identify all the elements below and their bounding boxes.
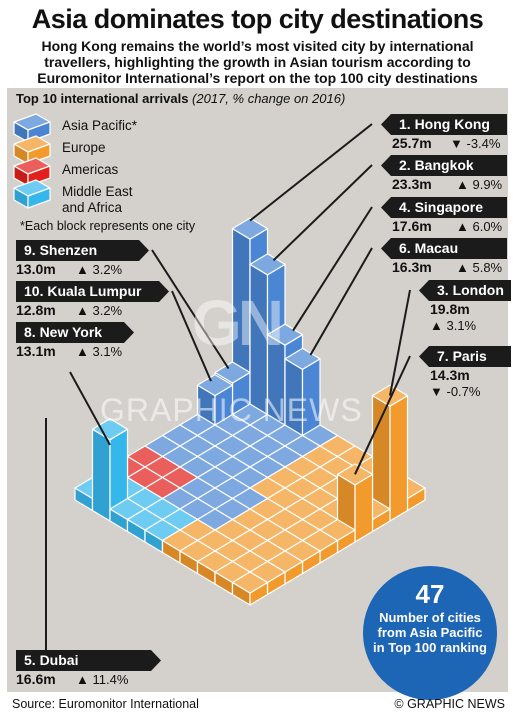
change-up-icon: ▲ [76,344,93,359]
leader-hong-kong [249,123,373,222]
tower-kuala-lumpur-top-face [196,374,234,397]
callout-number: 47 [415,579,445,609]
credit-note: © GRAPHIC NEWS [394,697,505,711]
tower-hong-kong-top-face [231,217,269,240]
value-macau: 16.3m [392,259,432,275]
tower-london [371,384,409,522]
label-singapore: 4. Singapore [381,197,507,218]
legend-footnote: *Each block represents one city [20,219,196,233]
legend-label-europe: Europe [62,140,106,155]
graphic-news-watermark: GRAPHIC NEWS [100,392,363,428]
leader-macau [309,247,373,356]
label-paris: 7. Paris [419,346,511,367]
leader-kuala-lumpur [171,290,212,382]
change-up-icon: ▲ [456,177,473,192]
legend-swatch-mea [13,179,51,209]
chart-heading-note: (2017, % change on 2016) [192,91,346,106]
label-new-york: 8. New York [16,322,134,343]
label-hong-kong: 1. Hong Kong [381,114,507,135]
leader-new-york [69,371,111,446]
leader-shenzen [151,249,230,370]
change-up-icon: ▲ [76,672,93,687]
value-new-york: 13.1m [16,343,56,359]
change-kuala-lumpur: ▲ 3.2% [76,303,123,318]
source-note: Source: Euromonitor International [12,697,199,711]
label-shenzen: 9. Shenzen [16,240,149,261]
page-title: Asia dominates top city destinations [31,4,484,34]
change-up-icon: ▲ [76,303,93,318]
value-dubai: 16.6m [16,671,56,687]
change-singapore: ▲ 6.0% [456,219,503,234]
gn-logo-watermark: GN [192,287,284,359]
value-kuala-lumpur: 12.8m [16,302,56,318]
leader-london [389,289,411,396]
tower-bangkok-top-face [249,253,286,276]
legend-label-mea: Middle East and Africa [62,184,133,215]
change-down-icon: ▼ [430,384,447,399]
value-singapore: 17.6m [392,218,432,234]
leader-singapore [292,206,373,332]
leader-paris [354,355,411,475]
value-hong-kong: 25.7m [392,135,432,151]
page-subtitle: Hong Kong remains the world’s most visit… [37,38,478,86]
chart-heading: Top 10 international arrivals (2017, % c… [16,91,345,107]
callout-text: Number of cities from Asia Pacific in To… [373,610,487,655]
change-shenzen: ▲ 3.2% [76,262,123,277]
change-up-icon: ▲ [430,318,447,333]
label-bangkok: 2. Bangkok [381,155,507,176]
change-up-icon: ▲ [456,260,473,275]
change-up-icon: ▲ [76,262,93,277]
chart-heading-title: Top 10 international arrivals [16,91,189,106]
change-down-icon: ▼ [450,136,467,151]
value-london: 19.8m [430,301,470,317]
label-macau: 6. Macau [381,238,507,259]
change-new-york: ▲ 3.1% [76,344,123,359]
legend-swatch-americas [13,157,51,187]
change-macau: ▲ 5.8% [456,260,503,275]
legend-swatch-mea-right [27,187,51,209]
change-paris: ▼ -0.7% [430,384,481,399]
change-hong-kong: ▼ -3.4% [450,136,501,151]
change-london: ▲ 3.1% [430,318,477,333]
asia-pacific-callout: 47 Number of cities from Asia Pacific in… [363,566,497,700]
tower-london-right-face [389,395,409,522]
value-bangkok: 23.3m [392,176,432,192]
city-block-europe [231,571,269,606]
leader-bangkok [272,164,373,262]
change-up-icon: ▲ [456,219,473,234]
city-block-europe-top-face [231,571,269,594]
change-bangkok: ▲ 9.9% [456,177,503,192]
label-london: 3. London [419,280,511,301]
tower-paris-right-face [354,473,374,543]
label-kuala-lumpur: 10. Kuala Lumpur [16,281,169,302]
legend-label-asia: Asia Pacific* [62,118,138,133]
tower-dubai-left-face [91,428,111,522]
label-dubai: 5. Dubai [16,650,161,671]
value-paris: 14.3m [430,367,470,383]
value-shenzen: 13.0m [16,261,56,277]
tower-shenzen-top-face [214,361,251,384]
tower-dubai [91,418,129,522]
legend-label-americas: Americas [62,162,119,177]
change-dubai: ▲ 11.4% [76,672,129,687]
